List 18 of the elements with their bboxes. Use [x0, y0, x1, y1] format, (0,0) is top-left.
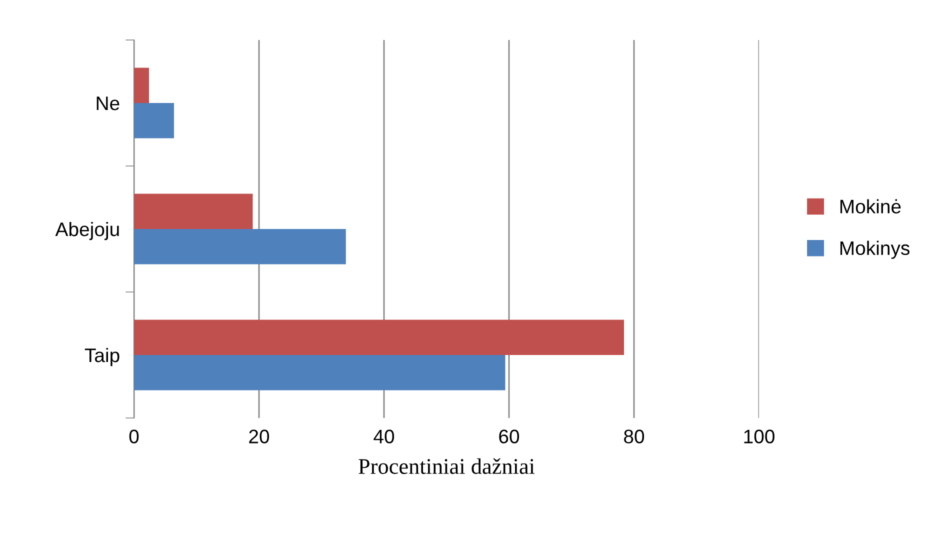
- y-tick-label: Ne: [96, 96, 120, 110]
- bar: [134, 194, 253, 229]
- x-tick-label: 100: [744, 430, 774, 444]
- x-axis-title: Procentiniai dažniai: [358, 458, 535, 474]
- y-tick-label: Abejoju: [55, 222, 119, 240]
- x-tick-label: 80: [624, 430, 644, 444]
- x-tick-label: 0: [129, 430, 139, 444]
- x-tick-label: 20: [249, 430, 270, 444]
- legend-label: Mokinė: [840, 199, 901, 214]
- bar: [134, 320, 624, 355]
- x-tick-label: 60: [499, 430, 520, 444]
- bar: [134, 229, 346, 264]
- bar: [134, 103, 174, 138]
- legend-label: Mokinys: [840, 240, 910, 259]
- y-tick-label: Taip: [84, 348, 120, 366]
- x-tick-label: 40: [374, 430, 394, 444]
- bar: [134, 68, 149, 103]
- bar: [134, 355, 506, 390]
